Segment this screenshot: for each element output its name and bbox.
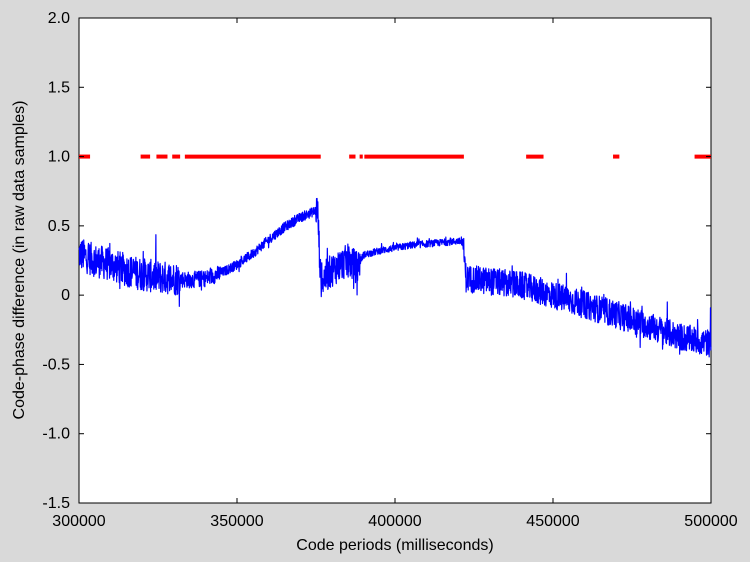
y-tick-label: 0 bbox=[61, 287, 70, 304]
y-tick-label: -1.0 bbox=[42, 426, 70, 443]
x-tick-label: 300000 bbox=[52, 513, 105, 530]
ticks-layer: 300000 350000 400000 450000 500000 -1.5 -1.0 -0… bbox=[42, 10, 737, 530]
x-tick-label: 500000 bbox=[684, 513, 737, 530]
y-tick-label: 0.5 bbox=[48, 218, 70, 235]
y-axis-title: Code-phase difference (in raw data sampl… bbox=[11, 101, 28, 420]
x-tick-label: 400000 bbox=[368, 513, 421, 530]
y-tick-label: 1.5 bbox=[48, 79, 70, 96]
y-tick-label: -1.5 bbox=[42, 495, 70, 512]
x-tick-label: 350000 bbox=[210, 513, 263, 530]
x-axis-title: Code periods (milliseconds) bbox=[296, 537, 493, 554]
y-tick-label: -0.5 bbox=[42, 356, 70, 373]
x-tick-label: 450000 bbox=[526, 513, 579, 530]
y-tick-label: 1.0 bbox=[48, 149, 70, 166]
blue-series-line bbox=[78, 197, 712, 358]
series-layer bbox=[78, 154, 712, 358]
plot-area bbox=[78, 17, 712, 504]
y-tick-label: 2.0 bbox=[48, 10, 70, 27]
